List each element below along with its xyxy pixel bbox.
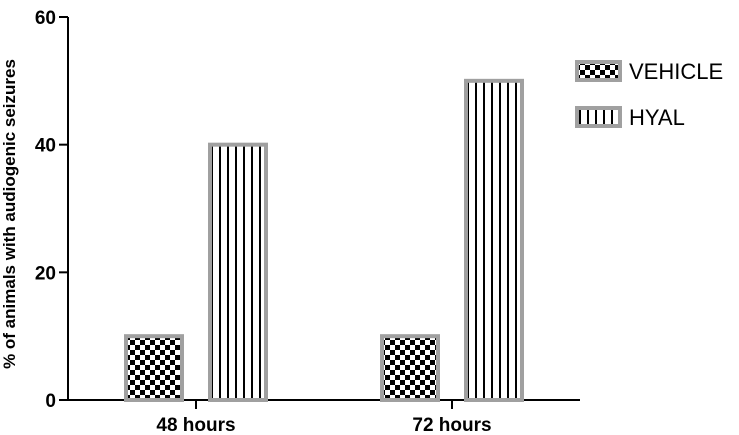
x-tick-label: 48 hours (156, 415, 235, 435)
legend: VEHICLE HYAL (575, 59, 723, 130)
y-tick-label: 60 (35, 8, 56, 29)
bar-hyal-72-hours (464, 78, 524, 402)
y-tick-label: 0 (45, 391, 56, 412)
legend-swatch-vehicle (575, 60, 622, 82)
x-axis: 48 hours 72 hours (68, 399, 580, 435)
bars (124, 78, 524, 402)
bar-vehicle-48-hours (124, 334, 184, 402)
y-tick-label: 40 (35, 136, 56, 157)
legend-swatch-hyal (575, 106, 622, 128)
x-tick-label: 72 hours (412, 415, 491, 435)
legend-label-hyal: HYAL (629, 105, 685, 130)
legend-label-vehicle: VEHICLE (629, 59, 723, 84)
y-axis: 0 20 40 60 (35, 8, 69, 412)
y-tick-label: 20 (35, 263, 56, 284)
y-axis-label: % of animals with audiogenic seizures (0, 59, 19, 369)
bar-vehicle-72-hours (380, 334, 440, 402)
bar-hyal-48-hours (208, 142, 268, 402)
